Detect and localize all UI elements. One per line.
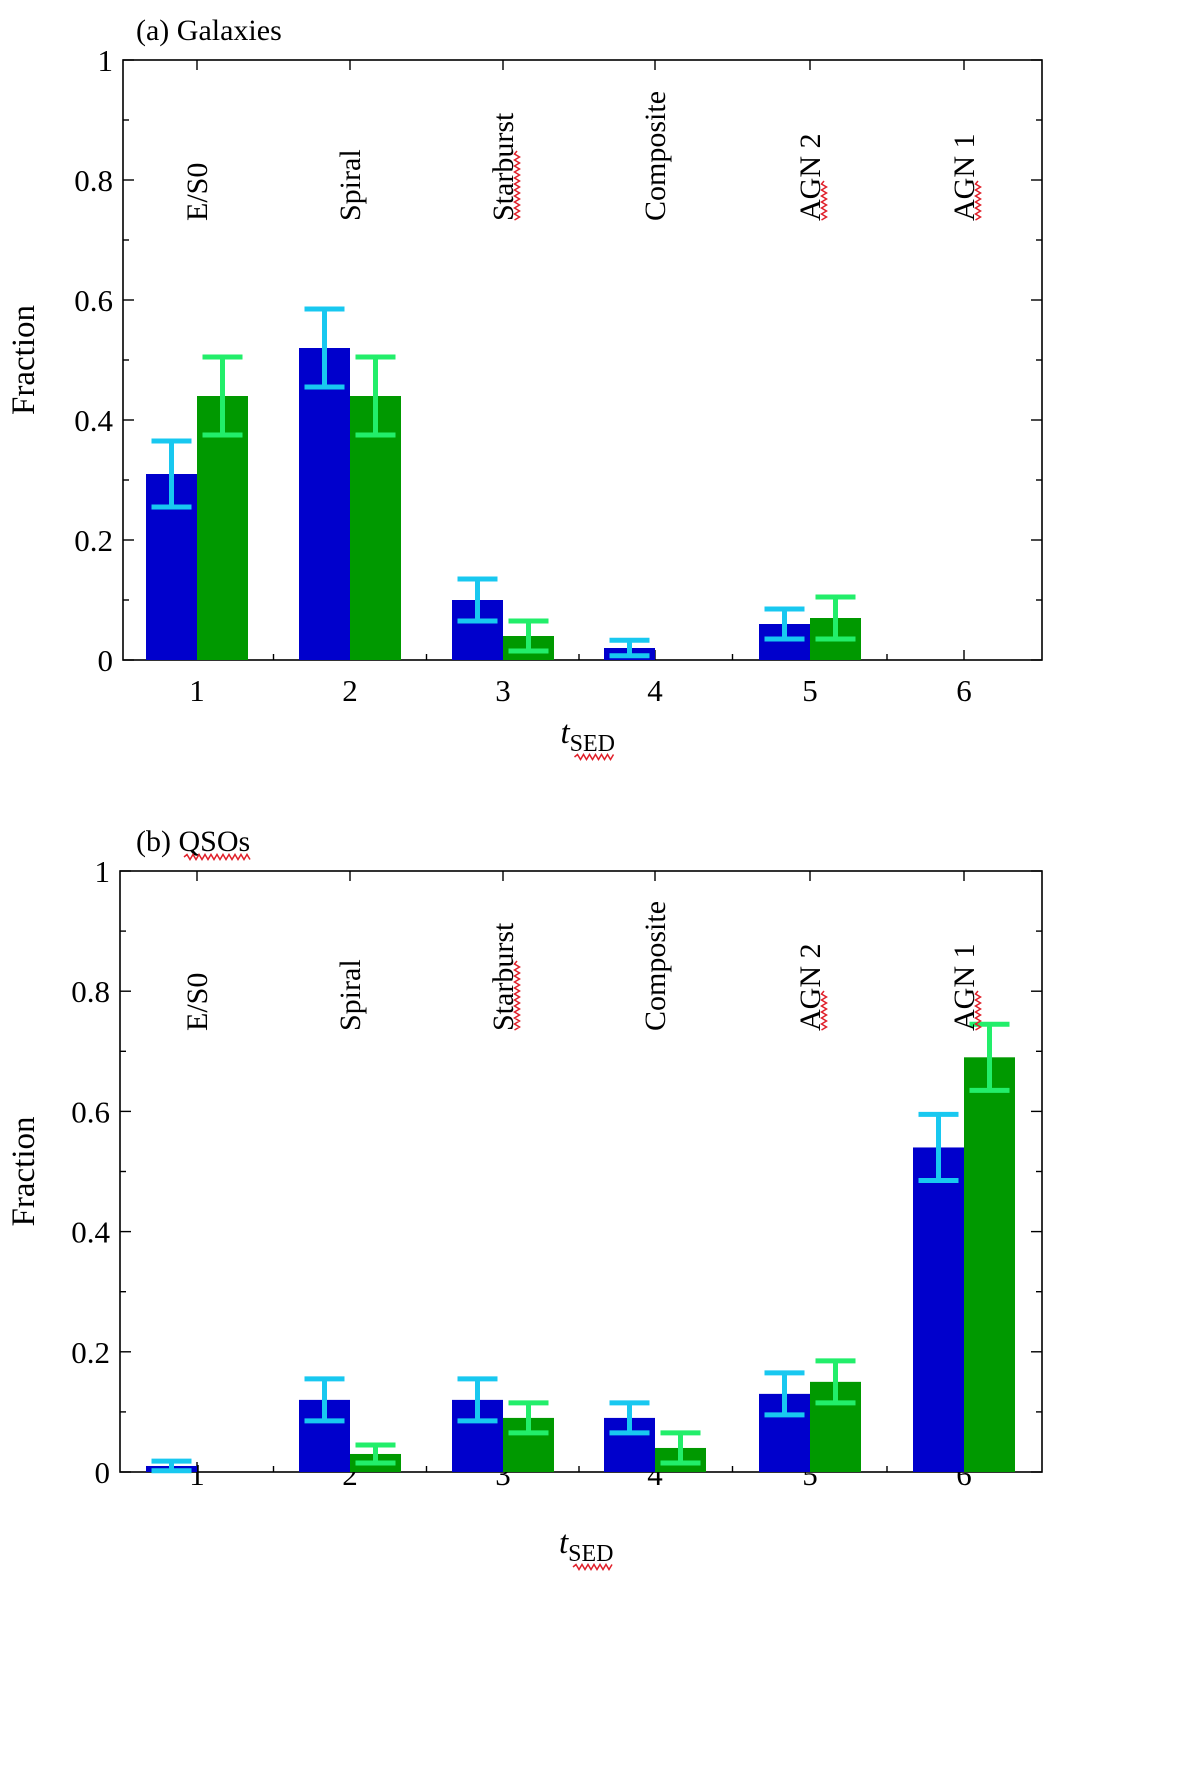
class-label: Composite (639, 901, 672, 1031)
y-axis-label: Fraction (6, 1117, 42, 1227)
error-bar-green-3 (508, 1400, 549, 1436)
y-tick-label: 0.6 (74, 283, 113, 318)
bar-blue-6 (913, 1147, 964, 1472)
x-tick-label: 1 (189, 673, 205, 708)
error-bar-green-2 (355, 1442, 396, 1466)
error-bar-blue-2 (304, 1376, 345, 1424)
bar-green-6 (964, 1057, 1015, 1472)
class-label: AGN 1 (948, 944, 981, 1032)
class-label: AGN 1 (948, 134, 981, 222)
spellcheck-underline (974, 180, 982, 221)
y-tick-label: 0.2 (74, 523, 113, 558)
spellcheck-underline (974, 990, 982, 1031)
x-tick-label: 6 (956, 673, 972, 708)
y-tick-label: 0.4 (74, 403, 113, 438)
y-tick-label: 1 (95, 854, 111, 889)
error-bar-blue-3 (457, 576, 498, 624)
bar-blue-2 (299, 348, 350, 660)
x-tick-label: 1 (189, 1457, 205, 1492)
bar-green-2 (350, 396, 401, 660)
class-label: E/S0 (181, 163, 214, 221)
plot-frame (119, 870, 1043, 1473)
spellcheck-underline (513, 150, 521, 221)
error-bar-blue-2 (304, 306, 345, 390)
x-tick-label: 3 (495, 673, 511, 708)
bar-green-1 (197, 396, 248, 660)
panel-title: (b) QSOs (136, 825, 250, 858)
spellcheck-underline (574, 753, 615, 761)
plot-frame (122, 59, 1043, 661)
class-label: Spiral (334, 149, 367, 221)
error-bar-blue-5 (764, 606, 805, 642)
y-axis-label: Fraction (6, 305, 42, 415)
error-bar-green-1 (202, 354, 243, 438)
panel-galaxies: 00.20.40.60.811 2 3 4 5 6E/S0 Spiral Starburst C… (6, 14, 1043, 761)
spellcheck-underline (820, 990, 828, 1031)
y-tick-label: 0 (95, 1455, 111, 1490)
y-tick-label: 0.2 (71, 1335, 110, 1370)
error-bar-blue-4 (609, 637, 650, 659)
error-bar-green-3 (508, 618, 549, 654)
y-tick-label: 0.8 (74, 163, 113, 198)
error-bar-green-5 (815, 1358, 856, 1406)
class-label: E/S0 (181, 973, 214, 1031)
spellcheck-underline (513, 960, 521, 1031)
class-label: AGN 2 (794, 944, 827, 1032)
error-bar-green-2 (355, 354, 396, 438)
error-bar-green-4 (660, 1430, 701, 1466)
x-tick-label: 2 (342, 673, 358, 708)
error-bar-blue-1 (151, 438, 192, 510)
y-tick-label: 0 (98, 643, 114, 678)
y-tick-label: 0.8 (71, 974, 110, 1009)
class-label: AGN 2 (794, 134, 827, 222)
y-tick-label: 0.4 (71, 1215, 110, 1250)
panel-title: (a) Galaxies (136, 14, 282, 47)
error-bar-blue-1 (151, 1458, 192, 1474)
class-label: Spiral (334, 959, 367, 1031)
spellcheck-underline (820, 180, 828, 221)
y-tick-label: 1 (98, 43, 114, 78)
error-bar-blue-4 (609, 1400, 650, 1436)
error-bar-blue-3 (457, 1376, 498, 1424)
panel-qsos: 00.20.40.60.811 2 3 4 5 6E/S0 Spiral Starburst C… (6, 825, 1043, 1571)
error-bar-blue-6 (918, 1111, 959, 1184)
class-label: Composite (639, 91, 672, 221)
spellcheck-underline (572, 1563, 613, 1571)
x-axis-label: tSED (561, 715, 616, 757)
x-tick-label: 4 (647, 673, 663, 708)
error-bar-green-5 (815, 594, 856, 642)
y-tick-label: 0.6 (71, 1094, 110, 1129)
error-bar-blue-5 (764, 1370, 805, 1418)
x-axis-label: tSED (559, 1525, 614, 1567)
x-tick-label: 5 (802, 673, 818, 708)
spellcheck-underline (183, 853, 251, 861)
